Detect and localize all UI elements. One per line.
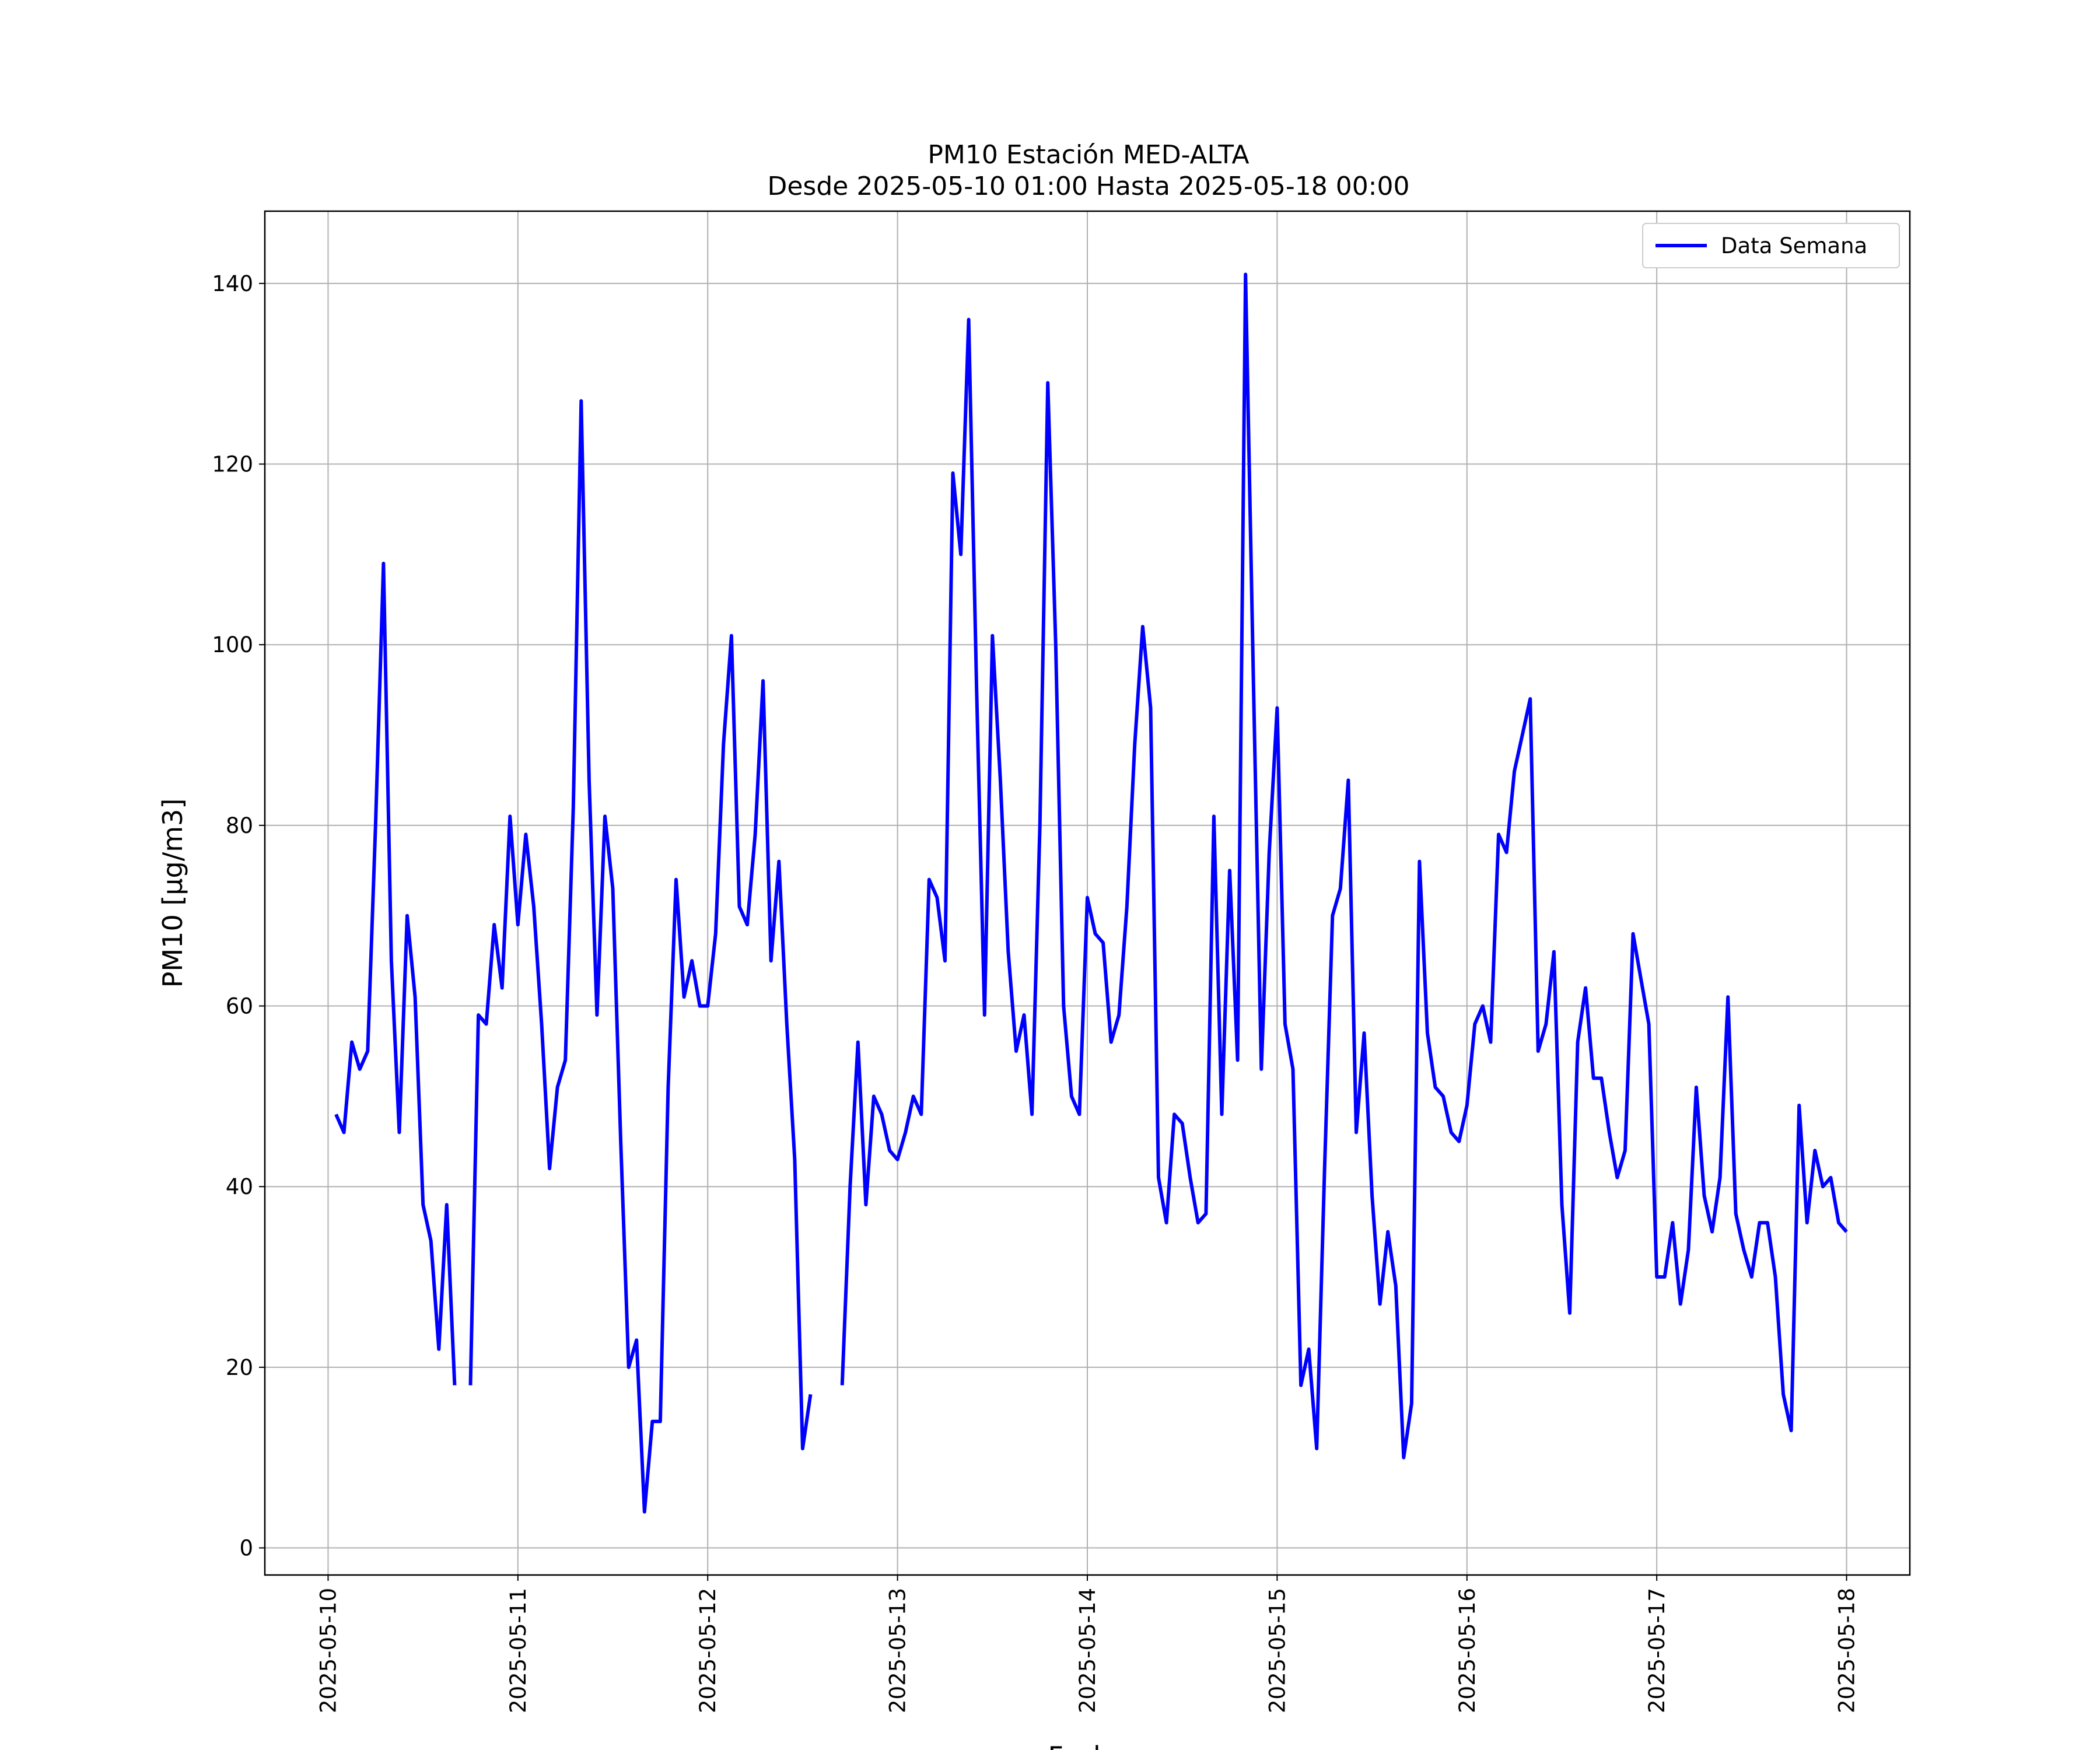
y-tick-label: 20 — [226, 1355, 253, 1380]
x-tick-label: 2025-05-18 — [1835, 1588, 1860, 1713]
series-line-segment — [840, 272, 1848, 1460]
y-axis-label: PM10 [µg/m3] — [157, 799, 188, 988]
series-line-segment — [334, 561, 457, 1385]
chart-title: PM10 Estación MED-ALTA — [928, 140, 1249, 170]
y-tick-label: 100 — [212, 632, 253, 657]
y-tick-label: 40 — [226, 1174, 253, 1199]
y-tick-label: 140 — [212, 271, 253, 296]
x-tick-label: 2025-05-14 — [1075, 1588, 1100, 1713]
x-tick-label: 2025-05-10 — [316, 1588, 341, 1713]
chart-subtitle: Desde 2025-05-10 01:00 Hasta 2025-05-18 … — [767, 172, 1409, 201]
grid-lines — [265, 211, 1910, 1575]
y-tick-label: 120 — [212, 452, 253, 477]
x-tick-label: 2025-05-11 — [506, 1588, 531, 1713]
series-line-segment — [468, 399, 813, 1514]
x-tick-label: 2025-05-15 — [1265, 1588, 1290, 1713]
legend: Data Semana — [1642, 223, 1900, 268]
plot-frame — [264, 210, 1911, 1576]
y-tick-label: 0 — [239, 1536, 253, 1561]
y-axis-ticks: 0 20 40 60 80 100 120 140 — [212, 271, 265, 1561]
legend-box — [1642, 223, 1900, 268]
y-tick-label: 60 — [226, 994, 253, 1019]
x-axis-label: Fecha — [1048, 1741, 1127, 1750]
x-tick-label: 2025-05-12 — [695, 1588, 720, 1713]
series-layer — [334, 272, 1848, 1514]
x-tick-label: 2025-05-17 — [1644, 1588, 1670, 1713]
x-axis-ticks: 2025-05-10 2025-05-11 2025-05-12 2025-05-13… — [316, 1575, 1860, 1713]
y-tick-label: 80 — [226, 813, 253, 838]
legend-label: Data Semana — [1721, 233, 1867, 258]
x-tick-label: 2025-05-13 — [886, 1588, 911, 1713]
x-tick-label: 2025-05-16 — [1455, 1588, 1480, 1713]
